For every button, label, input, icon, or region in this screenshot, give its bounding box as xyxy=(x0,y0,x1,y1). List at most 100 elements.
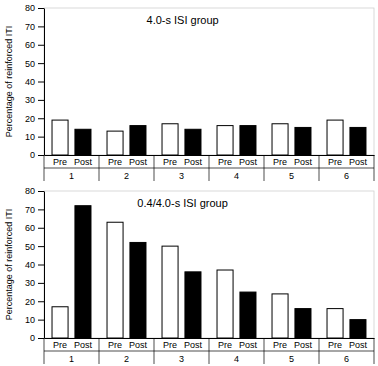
bar xyxy=(185,272,201,338)
y-axis: 0 10 20 30 40 50 60 70 80 xyxy=(25,186,45,343)
bars xyxy=(52,120,366,155)
series-label: Pre xyxy=(53,157,67,167)
bar xyxy=(162,246,178,338)
tick-mark xyxy=(38,8,44,9)
bar xyxy=(240,292,256,338)
tick: 10 xyxy=(25,132,44,142)
tick-mark xyxy=(38,265,44,266)
figure: 01020304050607080PrePost1PrePost2PrePost… xyxy=(0,0,378,366)
tick-label: 80 xyxy=(25,3,35,13)
plot-frame xyxy=(44,191,374,338)
series-label: Post xyxy=(349,340,368,350)
category-label: 3 xyxy=(179,171,184,181)
separator xyxy=(44,351,374,352)
tick: 70 xyxy=(25,205,44,215)
tick-label: 0 xyxy=(30,333,35,343)
tick-mark xyxy=(38,100,44,101)
plot-frame xyxy=(44,8,374,155)
y-label: Percentage of reinforced ITI xyxy=(4,209,14,321)
y-label: Percentage of reinforced ITI xyxy=(4,26,14,138)
bar xyxy=(272,124,288,155)
tick: 40 xyxy=(25,260,44,270)
bar xyxy=(130,242,146,338)
series-label: Pre xyxy=(218,157,232,167)
axis-line xyxy=(45,155,375,156)
axis-line xyxy=(45,338,375,339)
category-label: 2 xyxy=(124,354,129,364)
category-label: 4 xyxy=(234,354,239,364)
panel: 01020304050607080PrePost1PrePost2PrePost… xyxy=(4,3,375,181)
tick-label: 70 xyxy=(25,22,35,32)
bar xyxy=(295,309,311,338)
tick: 60 xyxy=(25,40,44,50)
title: 4.0-s ISI group xyxy=(147,14,219,26)
bar xyxy=(327,120,343,155)
tick-label: 80 xyxy=(25,186,35,196)
x-axis xyxy=(45,338,375,339)
tick-mark xyxy=(38,137,44,138)
category-label: 3 xyxy=(179,354,184,364)
tick: 20 xyxy=(25,114,44,124)
tick: 50 xyxy=(25,242,44,252)
bar-labels: PrePost1PrePost2PrePost3PrePost4PrePost5… xyxy=(53,157,367,181)
series-label: Pre xyxy=(108,157,122,167)
tick-label: 10 xyxy=(25,315,35,325)
tick-label: 20 xyxy=(25,114,35,124)
series-label: Post xyxy=(349,157,368,167)
tick-mark xyxy=(38,320,44,321)
series-label: Post xyxy=(294,157,313,167)
tick-label: 50 xyxy=(25,242,35,252)
bar xyxy=(295,127,311,155)
bar xyxy=(350,127,366,155)
x-axis xyxy=(45,155,375,156)
series-label: Pre xyxy=(53,340,67,350)
series-label: Pre xyxy=(108,340,122,350)
tick-mark xyxy=(38,228,44,229)
series-label: Post xyxy=(239,157,258,167)
bar xyxy=(185,129,201,155)
tick-mark xyxy=(38,118,44,119)
tick: 10 xyxy=(25,315,44,325)
series-label: Post xyxy=(74,157,93,167)
bar xyxy=(52,120,68,155)
bars xyxy=(52,206,366,338)
series-label: Post xyxy=(129,157,148,167)
bar-labels: PrePost1PrePost2PrePost3PrePost4PrePost5… xyxy=(53,340,367,364)
tick-label: 40 xyxy=(25,77,35,87)
bar xyxy=(350,320,366,338)
series-label: Pre xyxy=(328,157,342,167)
category-label: 5 xyxy=(289,171,294,181)
tick-label: 30 xyxy=(25,278,35,288)
tick-label: 60 xyxy=(25,223,35,233)
tick-mark xyxy=(38,63,44,64)
tick: 20 xyxy=(25,297,44,307)
tick-label: 10 xyxy=(25,132,35,142)
category-label: 5 xyxy=(289,354,294,364)
y-axis: 01020304050607080 xyxy=(25,3,45,160)
tick-mark xyxy=(38,301,44,302)
tick: 0 xyxy=(30,333,44,343)
tick: 40 xyxy=(25,77,44,87)
bar xyxy=(75,129,91,155)
bar xyxy=(240,126,256,155)
tick-label: 30 xyxy=(25,95,35,105)
bar xyxy=(107,131,123,155)
separator xyxy=(44,168,374,169)
series-label: Post xyxy=(239,340,258,350)
bar xyxy=(272,294,288,338)
tick-mark xyxy=(38,191,44,192)
bar xyxy=(327,309,343,338)
axis-line xyxy=(44,9,45,156)
title: 0.4/4.0-s ISI group xyxy=(137,197,228,209)
series-label: Pre xyxy=(163,340,177,350)
tick: 30 xyxy=(25,278,44,288)
series-label: Post xyxy=(184,340,203,350)
category-label: 6 xyxy=(344,171,349,181)
separators xyxy=(44,155,374,181)
series-label: Pre xyxy=(218,340,232,350)
bar xyxy=(217,126,233,155)
series-label: Post xyxy=(129,340,148,350)
tick: 60 xyxy=(25,223,44,233)
series-label: Pre xyxy=(328,340,342,350)
tick-mark xyxy=(38,155,44,156)
